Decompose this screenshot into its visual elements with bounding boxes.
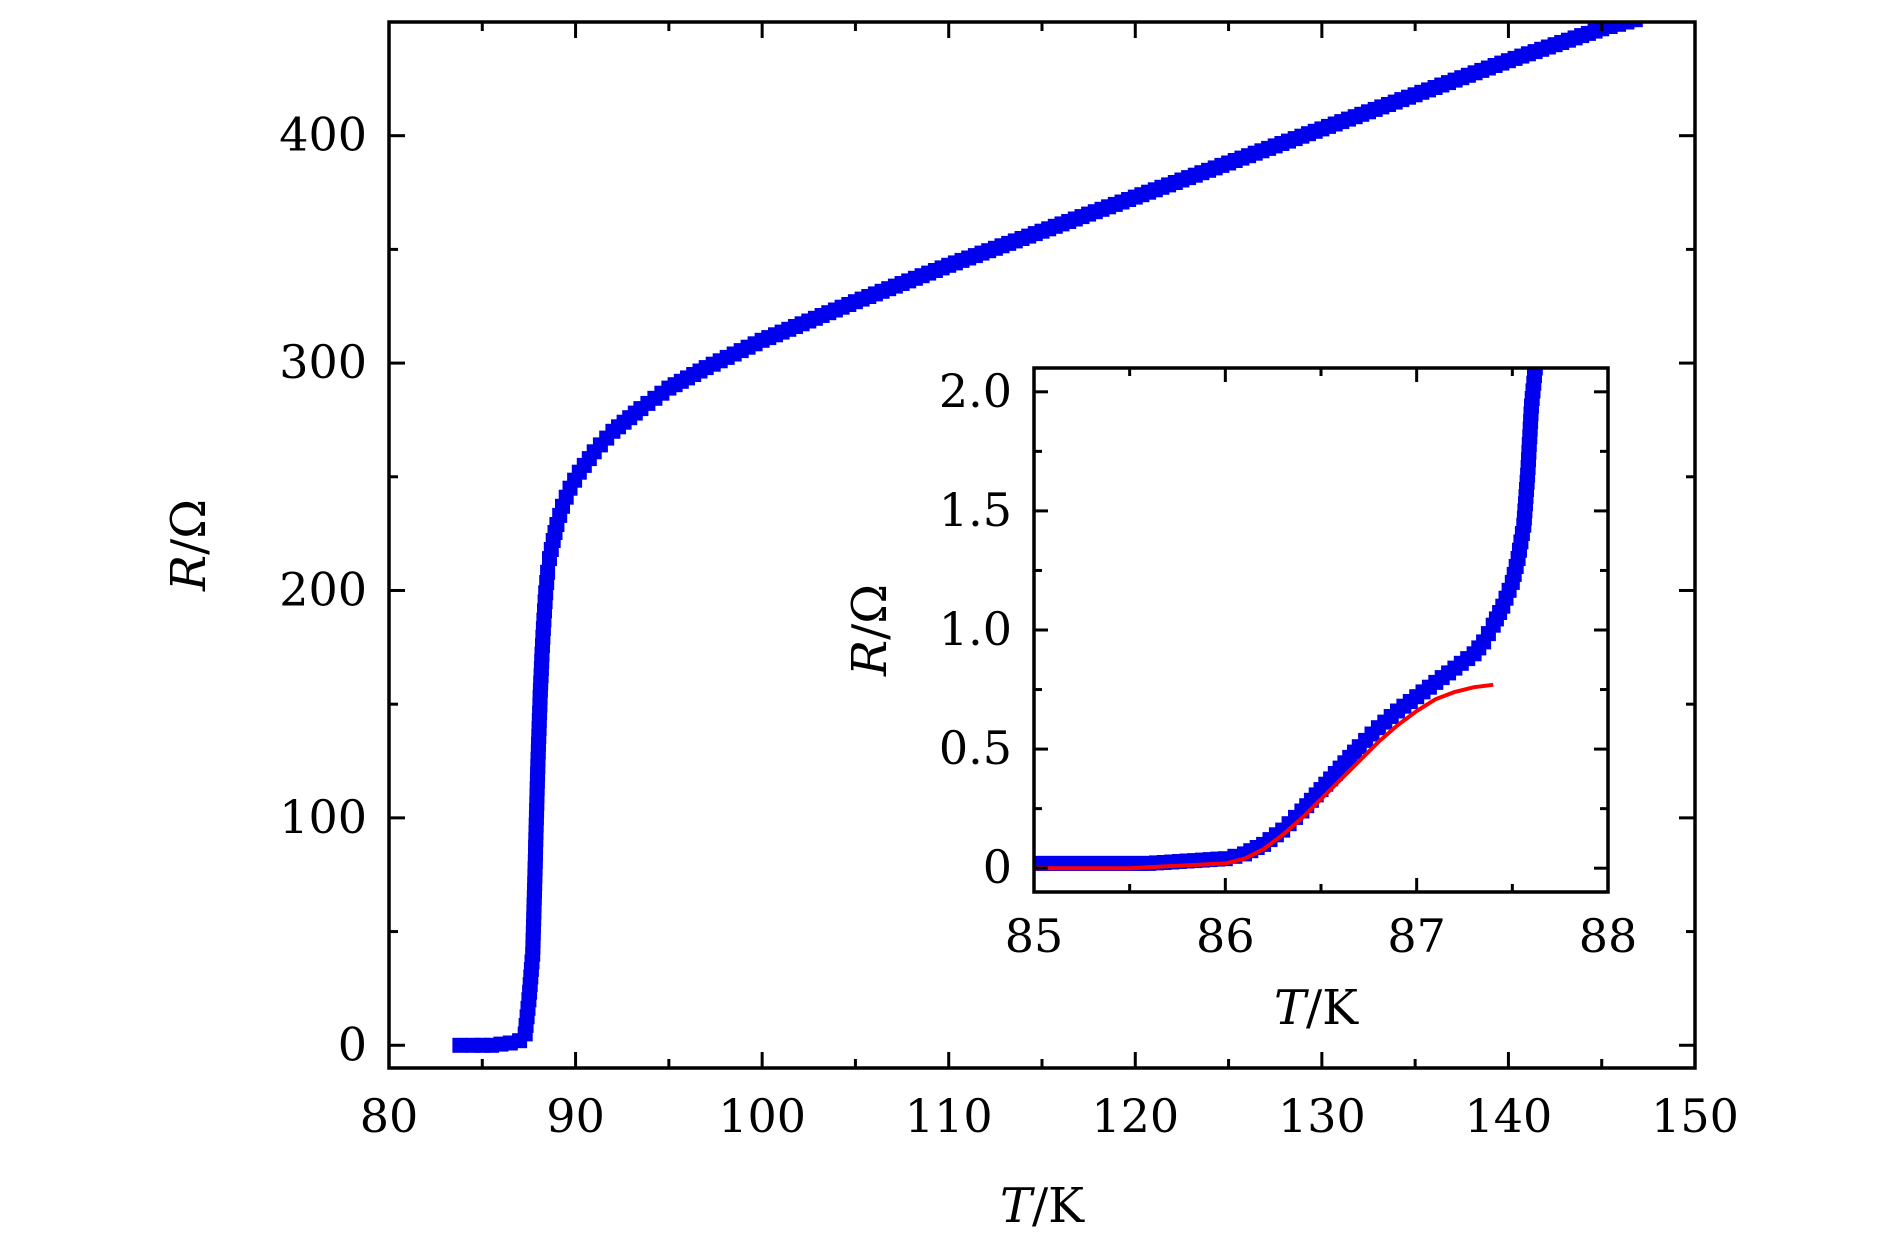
inset-y-axis-title: R/Ω: [842, 584, 898, 677]
inset-tick-layer: [1032, 368, 1610, 892]
main-tick-layer: [387, 22, 1697, 1068]
main-y-axis-title: R/Ω: [161, 499, 217, 592]
inset-x-axis-title: T/K: [1274, 980, 1359, 1036]
main-y-tick-label: 200: [279, 562, 367, 616]
inset-y-tick-label: 2.0: [939, 364, 1012, 418]
inset-series-layer: [1034, 368, 1543, 871]
main-x-tick-label: 90: [546, 1089, 605, 1143]
main-y-tick-label: 400: [279, 108, 367, 162]
inset-data-point: [1527, 368, 1543, 376]
main-x-tick-label: 120: [1091, 1089, 1179, 1143]
main-x-tick-label: 100: [718, 1089, 806, 1143]
main-tick-label-layer: 80 90 100 110 120 130 140 150 0 100 200 300 400: [279, 108, 1739, 1143]
inset-x-tick-label: 85: [1005, 909, 1064, 963]
inset-background: [1034, 368, 1608, 892]
inset-plot: 85 86 87 88 0 0.5 1.0 1.5 2.0 T/K R/Ω: [842, 364, 1637, 1036]
main-y-tick-label: 100: [279, 790, 367, 844]
inset-x-tick-label: 88: [1579, 909, 1638, 963]
inset-tick-label-layer: 85 86 87 88 0 0.5 1.0 1.5 2.0: [939, 364, 1637, 963]
main-x-tick-label: 110: [905, 1089, 993, 1143]
inset-y-tick-label: 1.0: [939, 602, 1012, 656]
main-data-point: [1619, 22, 1635, 30]
inset-x-tick-label: 86: [1196, 909, 1255, 963]
main-y-tick-label: 300: [279, 335, 367, 389]
main-y-tick-label: 0: [338, 1017, 367, 1071]
main-series-layer: [452, 22, 1643, 1053]
main-x-tick-label: 150: [1651, 1089, 1739, 1143]
inset-x-tick-label: 87: [1387, 909, 1446, 963]
main-x-tick-label: 80: [360, 1089, 419, 1143]
inset-y-tick-label: 0: [983, 840, 1012, 894]
inset-y-tick-label: 0.5: [939, 721, 1012, 775]
inset-series-1-line: [1034, 682, 1494, 871]
main-data-point: [452, 1037, 468, 1053]
main-data-point: [540, 564, 556, 580]
main-x-tick-label: 130: [1278, 1089, 1366, 1143]
main-data-point: [1627, 22, 1643, 28]
main-x-axis-title: T/K: [1000, 1178, 1085, 1234]
inset-y-tick-label: 1.5: [939, 483, 1012, 537]
main-data-point: [1611, 22, 1626, 32]
main-x-tick-label: 140: [1465, 1089, 1553, 1143]
